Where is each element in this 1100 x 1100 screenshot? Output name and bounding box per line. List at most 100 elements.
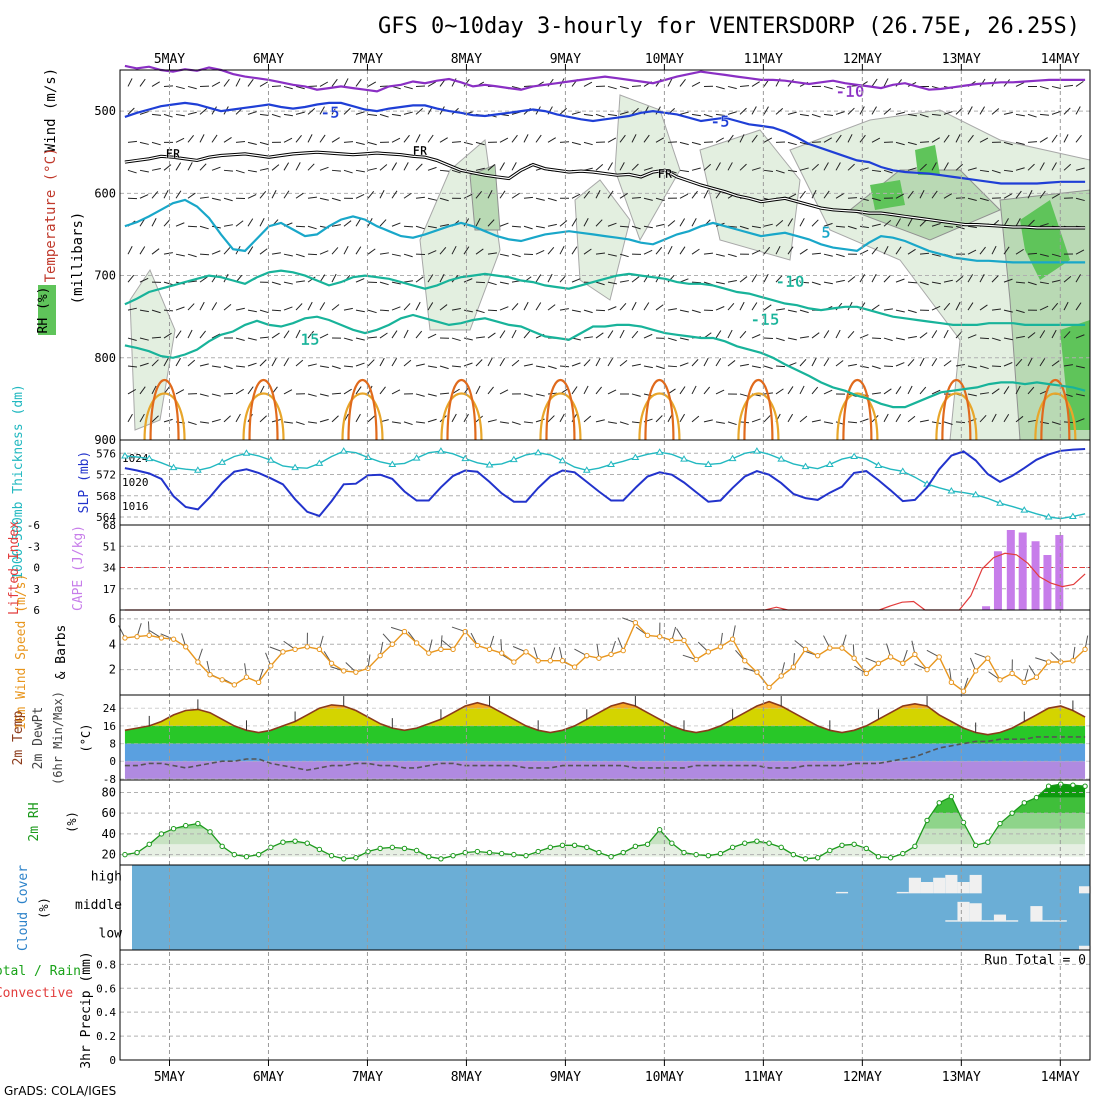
wind-speed-marker: [620, 647, 626, 654]
rh-tick: 80: [102, 785, 116, 799]
wind-barb: [595, 281, 605, 286]
wind-barb: [139, 277, 149, 283]
wind-barb: [1003, 362, 1013, 367]
chart-layer: 5MAY 5MAY 6MAY 6MAY 7MAY 7MAY 8MAY 8MAY 9MAY 9MAY…: [0, 52, 1092, 1085]
wind-barb: [427, 365, 437, 369]
rh-marker: [1009, 810, 1015, 816]
isotherm-diurnal: [440, 392, 483, 441]
wind-barb: [487, 332, 496, 339]
wind-barb: [919, 219, 927, 227]
wind-barb: [931, 389, 941, 395]
slp-tick: 1024: [122, 452, 149, 465]
wind-barb: [679, 386, 686, 395]
wind-barb: [211, 197, 221, 201]
wind-barb: [655, 106, 661, 115]
wind-barb: [1015, 82, 1025, 87]
wind-barb: [715, 421, 725, 424]
wind-barb: [955, 107, 963, 115]
wind-barb: [787, 337, 797, 341]
wind-barb: [667, 78, 673, 87]
wind-barb: [919, 357, 925, 367]
wind-barb: [715, 306, 725, 311]
wind-barb: [295, 329, 301, 339]
wind-barb: [403, 359, 412, 367]
wind-barb: [763, 106, 769, 115]
wind-barb: [799, 281, 810, 284]
wind-barb: [583, 81, 593, 87]
wind-barb: [955, 421, 966, 424]
wind-barb: [895, 193, 905, 199]
wind-barb: [175, 85, 185, 90]
ylabel-2m-dewpt: 2m DewPt: [31, 707, 46, 770]
thickness-marker: [996, 499, 1004, 506]
wind-barb: [415, 421, 425, 424]
thickness-marker: [704, 460, 713, 467]
wind-barb: [1039, 162, 1045, 171]
wind-barb: [343, 245, 349, 255]
wind-barb: [187, 85, 197, 90]
wind-barb: [823, 113, 833, 116]
date-label-top: 14MAY: [1041, 52, 1080, 67]
wind-barb: [475, 190, 483, 199]
wind-barb: [391, 222, 401, 227]
rh-marker: [219, 843, 225, 850]
wind-barb: [283, 162, 290, 171]
wind-speed-marker: [608, 651, 614, 658]
wind-barb: [715, 330, 722, 339]
wind-speed-marker: [827, 645, 833, 651]
wind-barb: [835, 85, 845, 90]
wind-speed-marker: [158, 635, 165, 641]
wind-tick: 6: [109, 612, 116, 626]
temp-tick: 0: [109, 755, 116, 768]
wind-barb: [1051, 134, 1058, 143]
wind-barb: [355, 111, 365, 115]
rh-marker: [887, 855, 894, 861]
wind-barb: [883, 337, 893, 342]
wind-barb: [487, 386, 494, 395]
wind-speed-marker: [377, 652, 383, 659]
wind-barb: [379, 332, 388, 339]
wind-barb: [763, 273, 769, 283]
wind-barb: [415, 134, 421, 143]
wind-speed-marker: [389, 641, 396, 647]
wind-barb: [307, 363, 317, 367]
rh-marker: [851, 841, 857, 847]
wind-barb: [295, 303, 303, 311]
rh-marker: [584, 844, 590, 851]
wind-barb: [151, 168, 161, 171]
wind-barb: [583, 415, 592, 423]
wind-barb: [127, 365, 137, 368]
wind-barb: [1039, 223, 1049, 227]
wind-barb: [1027, 113, 1037, 118]
cloud-block: [1078, 886, 1092, 894]
rh-marker: [511, 851, 517, 858]
wind-barb: [403, 192, 412, 199]
wind-barb: [139, 413, 145, 423]
wind-barb: [955, 364, 965, 367]
wind-barb: [331, 273, 337, 283]
wind-speed-marker: [146, 632, 152, 639]
wind-barb: [499, 421, 509, 424]
cape-bar: [993, 551, 1002, 610]
wind-barb: [319, 197, 329, 201]
wind-barb: [751, 274, 758, 283]
thickness-marker: [242, 449, 251, 456]
wind-barb: [667, 308, 677, 311]
wind-barb: [283, 113, 293, 117]
wind-speed-marker: [1021, 679, 1027, 686]
wind-speed-marker: [438, 646, 444, 653]
wind-barb: [787, 278, 797, 283]
wind-barb: [847, 85, 858, 87]
wind-speed-marker: [316, 646, 323, 653]
rh-marker: [912, 843, 918, 850]
wind-barb: [367, 81, 377, 87]
wind-barb: [967, 167, 977, 171]
wind-barb: [427, 197, 437, 201]
cloud-block: [957, 882, 970, 894]
wind-barb: [127, 388, 137, 395]
wind-barb: [1051, 421, 1061, 425]
wind-barb: [847, 134, 853, 143]
ylabel-rh: RH (%): [36, 287, 51, 334]
wind-barb: [967, 365, 977, 369]
wind-barb: [247, 337, 257, 341]
